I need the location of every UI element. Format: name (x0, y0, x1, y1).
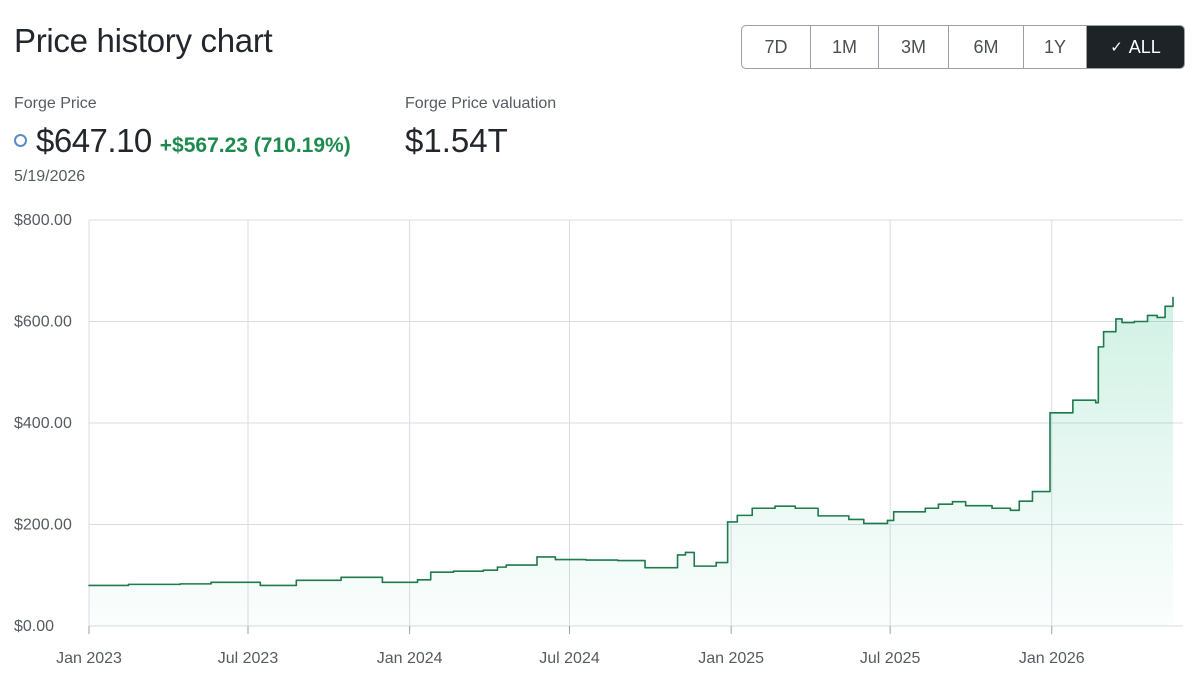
price-point (991, 507, 993, 510)
price-point (924, 507, 927, 510)
range-1m-button[interactable]: 1M (811, 26, 879, 68)
valuation-label: Forge Price valuation (405, 95, 557, 112)
price-chart[interactable]: $0.00 $200.00 $400.00 $600.00 $800.00 Jan 202… (0, 205, 1200, 681)
price-point (862, 522, 865, 525)
price-point (505, 564, 508, 566)
price-change: +$567.23 (710.19%) (159, 134, 351, 157)
price-point (1146, 314, 1149, 317)
range-7d-button[interactable]: 7D (742, 26, 811, 68)
y-tick-label: $0.00 (14, 618, 54, 635)
price-point (429, 571, 432, 574)
x-tick-label: Jul 2025 (860, 650, 921, 667)
price-point (1156, 316, 1158, 319)
price-point (1133, 320, 1136, 323)
price-point (210, 581, 212, 584)
range-1y-button[interactable]: 1Y (1024, 26, 1087, 68)
y-tick-label: $600.00 (14, 314, 72, 331)
range-3m-button[interactable]: 3M (879, 26, 949, 68)
y-tick-label: $400.00 (14, 415, 72, 432)
range-selector: 7D 1M 3M 6M 1Y ✓ ALL (741, 25, 1185, 69)
price-point (715, 561, 718, 564)
price-point (736, 514, 739, 517)
price-point (88, 584, 90, 587)
checkmark-icon: ✓ (1110, 39, 1123, 56)
price-point (1049, 412, 1051, 414)
axis-labels: $0.00 $200.00 $400.00 $600.00 $800.00 Jan 202… (14, 212, 1085, 667)
x-tick-label: Jan 2024 (377, 650, 443, 667)
price-point (1164, 305, 1166, 308)
price-point (295, 579, 298, 582)
price-point (964, 504, 967, 507)
price-area-fill (89, 297, 1173, 626)
price-point (1115, 318, 1117, 320)
price-point (536, 556, 538, 558)
price-point (1072, 399, 1074, 401)
grid (88, 219, 1183, 634)
range-all-label: ALL (1128, 36, 1161, 57)
price-point (381, 581, 384, 584)
price-point (951, 500, 954, 503)
price-point (937, 503, 940, 506)
price-point (794, 507, 797, 510)
price-point (886, 519, 889, 522)
price-point (416, 579, 419, 581)
range-6m-button[interactable]: 6M (949, 26, 1024, 68)
price-point (585, 559, 587, 561)
price-point (1097, 346, 1100, 348)
y-tick-label: $800.00 (14, 212, 72, 229)
price-point (482, 569, 485, 571)
price-point (554, 558, 557, 561)
x-tick-label: Jan 2026 (1019, 650, 1085, 667)
price-point (452, 570, 455, 572)
price-point (751, 507, 754, 510)
price-point (1094, 401, 1097, 404)
price-point (1018, 500, 1021, 502)
price-point (1031, 490, 1034, 493)
price-point (676, 554, 679, 556)
page-title: Price history chart (14, 22, 273, 59)
x-tick-label: Jan 2023 (56, 650, 122, 667)
x-tick-label: Jan 2025 (698, 650, 764, 667)
price-row: $647.10 +$567.23 (710.19%) (14, 122, 351, 160)
price-point (1172, 296, 1174, 299)
x-tick-label: Jul 2023 (218, 650, 279, 667)
price-point (179, 583, 182, 585)
price-date: 5/19/2026 (14, 168, 86, 185)
price-point (1121, 321, 1123, 324)
y-tick-label: $200.00 (14, 517, 72, 534)
price-point (496, 566, 499, 568)
price-point (684, 551, 687, 554)
series-marker-icon (14, 134, 27, 147)
x-tick-label: Jul 2024 (539, 650, 600, 667)
price-point (617, 559, 619, 562)
current-price: $647.10 (36, 122, 152, 159)
price-point (340, 576, 342, 579)
price-point (1102, 330, 1105, 333)
area-layer (88, 296, 1174, 626)
price-point (127, 583, 130, 586)
price-point (693, 565, 696, 567)
valuation-value: $1.54T (405, 122, 508, 159)
price-point (1009, 509, 1012, 512)
price-point (259, 584, 262, 587)
price-point (774, 505, 776, 508)
price-point (848, 518, 850, 521)
price-point (817, 515, 819, 517)
price-point (892, 511, 895, 513)
price-label: Forge Price (14, 95, 97, 112)
price-point (644, 566, 646, 569)
price-point (726, 521, 729, 523)
range-all-button[interactable]: ✓ ALL (1087, 26, 1184, 68)
